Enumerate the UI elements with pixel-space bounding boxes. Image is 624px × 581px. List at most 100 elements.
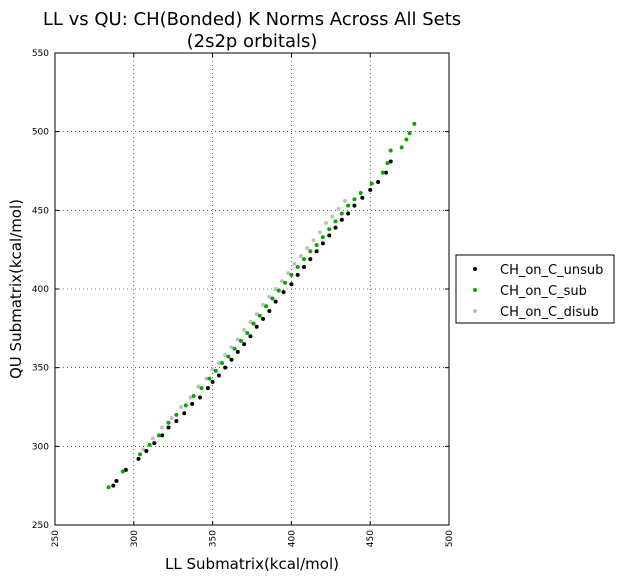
y-tick-label: 350 [32,364,49,374]
data-point [273,287,278,291]
data-point [174,412,179,417]
data-point [342,198,347,203]
y-axis-label: QU Submatrix(kcal/mol) [7,199,25,379]
data-point [245,331,250,336]
data-point [412,121,417,126]
data-point [302,257,307,262]
data-point [120,469,125,474]
x-axis-label: LL Submatrix(kcal/mol) [165,555,339,573]
legend-frame [455,254,615,324]
data-point [232,346,237,351]
legend: CH_on_C_unsub CH_on_C_sub CH_on_C_disub [455,254,615,324]
data-point [150,436,155,441]
data-point [380,170,385,175]
data-point [352,203,357,208]
data-point [210,367,215,372]
data-point [330,214,335,219]
data-point [352,197,357,202]
data-point [188,395,193,400]
data-point [235,337,240,342]
data-point [388,148,393,153]
data-point [254,324,259,329]
data-point [327,227,332,232]
plot-area-frame [54,52,450,526]
data-point [257,313,262,318]
data-point [157,433,162,438]
data-point [267,294,272,299]
data-point [327,233,332,238]
legend-marker-unsub [473,267,477,271]
data-points [106,121,417,490]
data-point [216,373,221,378]
y-tick-label: 300 [32,442,49,452]
data-point [333,225,338,230]
data-point [223,365,228,370]
data-point [248,334,253,339]
data-point [216,360,221,365]
x-tick-label: 300 [130,530,140,547]
data-point [160,425,165,430]
data-point [106,485,111,490]
data-point [308,249,313,254]
data-point [383,170,388,175]
data-point [308,257,313,262]
y-tick-label: 250 [32,521,49,531]
y-tick-label: 400 [32,285,49,295]
legend-marker-disub [473,309,477,313]
data-point [281,290,286,295]
data-point [369,181,374,186]
data-point [147,442,152,447]
data-point [283,280,288,285]
legend-label-disub: CH_on_C_disub [500,305,599,320]
data-point [298,253,303,258]
data-point [166,420,171,425]
legend-label-unsub: CH_on_C_unsub [500,263,603,278]
data-point [229,357,234,362]
data-point [183,403,188,408]
data-point [376,180,381,185]
data-point [324,220,329,225]
data-point [114,478,119,483]
data-point [144,449,149,454]
data-point [179,405,184,409]
data-point [254,312,259,317]
data-point [289,272,294,277]
data-point [302,264,307,269]
x-tick-label: 350 [209,530,219,547]
data-point [261,316,266,321]
data-point [358,191,363,196]
data-point [235,349,240,354]
data-point [311,238,316,243]
y-tick-label: 500 [32,128,49,138]
data-point [169,416,174,421]
data-point [339,217,344,222]
data-point [404,137,409,142]
data-point [138,452,143,457]
data-point [248,320,253,325]
data-point [111,483,116,488]
data-point [264,304,269,309]
data-point [226,354,231,359]
y-tick-label: 450 [32,206,49,216]
data-point [213,368,218,373]
data-point [276,288,281,293]
data-point [273,299,278,304]
data-point [346,203,351,208]
data-point [292,261,297,266]
data-point [314,249,319,254]
data-point [320,235,325,240]
x-tick-label: 500 [445,530,455,547]
data-point [270,296,275,301]
data-point [295,272,300,277]
data-point [399,145,404,150]
data-point [286,271,291,276]
data-point [166,425,171,430]
data-point [136,456,141,461]
data-point [220,360,225,365]
data-point [196,384,201,389]
x-tick-label: 400 [287,530,297,547]
data-point [360,195,365,200]
y-tick-label: 550 [32,49,49,59]
data-point [314,242,319,247]
data-point [210,379,215,384]
